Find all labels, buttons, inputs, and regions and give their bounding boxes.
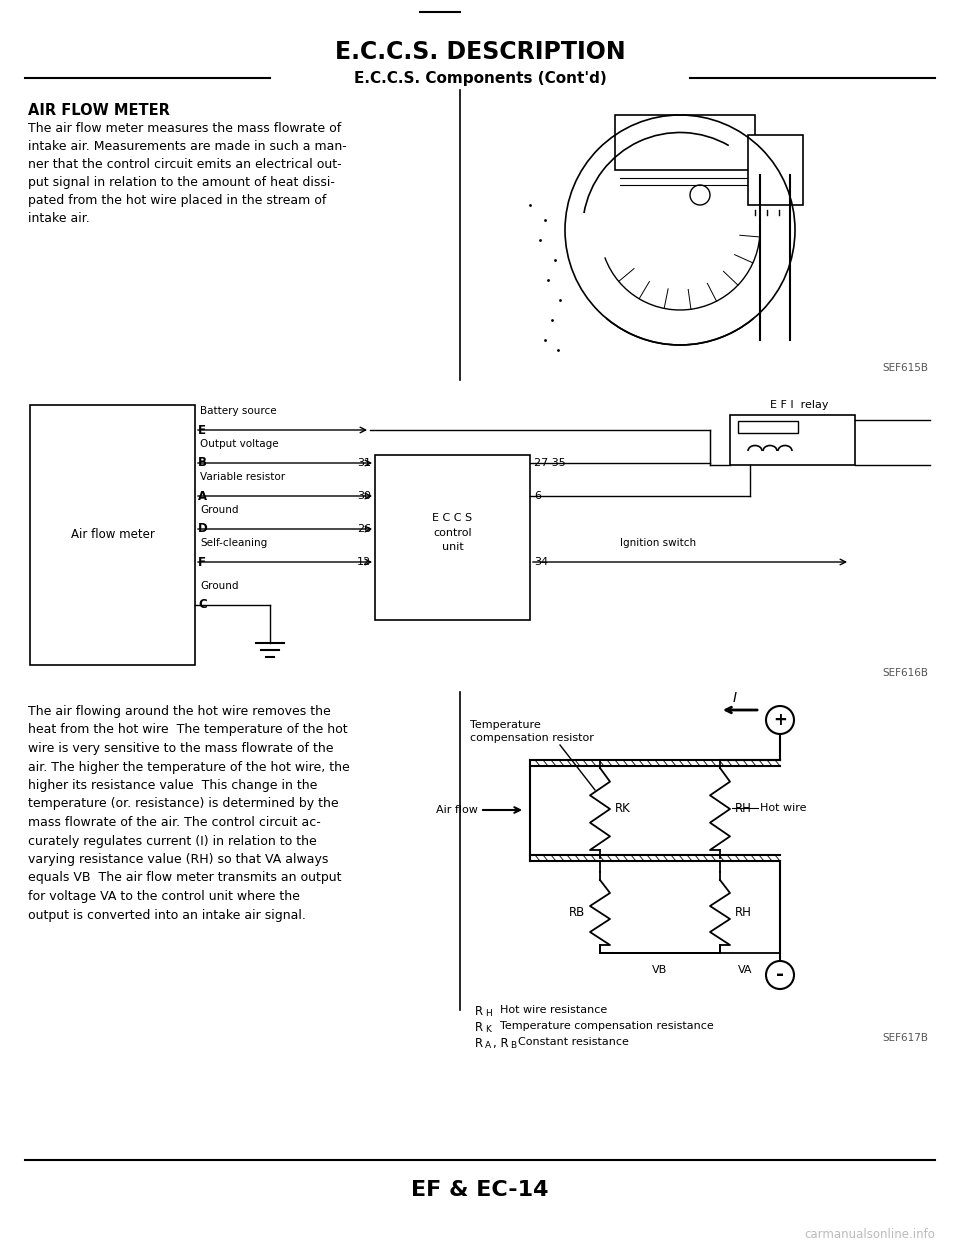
Text: temperature (or. resistance) is determined by the: temperature (or. resistance) is determin… (28, 797, 339, 811)
Text: 34: 34 (534, 557, 548, 567)
Bar (748, 136, 803, 205)
Text: Output voltage: Output voltage (200, 439, 278, 449)
Text: The air flowing around the hot wire removes the: The air flowing around the hot wire remo… (28, 705, 331, 718)
Text: C: C (198, 599, 206, 611)
Text: Self-cleaning: Self-cleaning (200, 538, 267, 548)
Text: ner that the control circuit emits an electrical out-: ner that the control circuit emits an el… (28, 158, 342, 171)
Text: Battery source: Battery source (200, 407, 276, 415)
Text: -: - (776, 965, 784, 984)
Text: RK: RK (615, 802, 631, 816)
Text: Ground: Ground (200, 505, 238, 515)
Bar (730, 415, 855, 466)
Text: equals VB  The air flow meter transmits an output: equals VB The air flow meter transmits a… (28, 871, 342, 885)
Text: mass flowrate of the air. The control circuit ac-: mass flowrate of the air. The control ci… (28, 816, 321, 830)
Text: A: A (198, 489, 207, 502)
Text: RB: RB (568, 906, 585, 919)
Circle shape (766, 961, 794, 989)
Text: E.C.C.S. DESCRIPTION: E.C.C.S. DESCRIPTION (335, 40, 625, 64)
Text: Air flow meter: Air flow meter (71, 528, 155, 541)
Text: SEF616B: SEF616B (882, 668, 928, 678)
Text: pated from the hot wire placed in the stream of: pated from the hot wire placed in the st… (28, 195, 326, 207)
Text: E C C S
control
unit: E C C S control unit (432, 513, 472, 552)
Text: VA: VA (738, 965, 753, 975)
Text: varying resistance value (RH) so that VA always: varying resistance value (RH) so that VA… (28, 853, 328, 866)
Text: 27 35: 27 35 (534, 458, 565, 468)
Text: 31: 31 (357, 458, 371, 468)
Circle shape (766, 707, 794, 734)
Text: SEF615B: SEF615B (882, 363, 928, 373)
Text: The air flow meter measures the mass flowrate of: The air flow meter measures the mass flo… (28, 122, 341, 136)
Text: Ground: Ground (200, 581, 238, 591)
Bar (30, 405, 195, 665)
Text: intake air. Measurements are made in such a man-: intake air. Measurements are made in suc… (28, 141, 347, 153)
Text: output is converted into an intake air signal.: output is converted into an intake air s… (28, 909, 306, 921)
Text: Constant resistance: Constant resistance (518, 1037, 629, 1047)
Text: RH: RH (735, 802, 752, 816)
Text: A: A (485, 1040, 492, 1050)
Bar (375, 456, 530, 620)
Text: carmanualsonline.info: carmanualsonline.info (804, 1229, 935, 1241)
Bar (738, 420, 798, 433)
Text: VB: VB (653, 965, 667, 975)
Text: F: F (198, 556, 206, 569)
Text: Ignition switch: Ignition switch (620, 538, 696, 548)
Text: K: K (485, 1025, 491, 1034)
Text: higher its resistance value  This change in the: higher its resistance value This change … (28, 779, 318, 792)
Text: heat from the hot wire  The temperature of the hot: heat from the hot wire The temperature o… (28, 723, 348, 737)
Text: EF & EC-14: EF & EC-14 (411, 1180, 549, 1200)
Text: curately regulates current (I) in relation to the: curately regulates current (I) in relati… (28, 835, 317, 847)
Text: 30: 30 (357, 491, 371, 501)
Text: E: E (198, 423, 206, 437)
Text: +: + (773, 712, 787, 729)
Text: for voltage VA to the control unit where the: for voltage VA to the control unit where… (28, 890, 300, 904)
Text: Variable resistor: Variable resistor (200, 472, 285, 482)
Text: 26: 26 (357, 525, 371, 533)
Text: D: D (198, 522, 207, 536)
Text: Air flow: Air flow (436, 804, 478, 814)
Text: Hot wire: Hot wire (760, 803, 806, 813)
Text: 12: 12 (357, 557, 371, 567)
Text: R: R (475, 1037, 483, 1050)
Text: I: I (732, 692, 737, 705)
Text: put signal in relation to the amount of heat dissi-: put signal in relation to the amount of … (28, 176, 335, 190)
Text: AIR FLOW METER: AIR FLOW METER (28, 103, 170, 118)
Text: B: B (510, 1040, 516, 1050)
Text: intake air.: intake air. (28, 212, 89, 225)
Text: compensation resistor: compensation resistor (470, 733, 594, 743)
Text: , R: , R (493, 1037, 509, 1050)
Text: Temperature compensation resistance: Temperature compensation resistance (500, 1022, 713, 1032)
Bar (615, 115, 755, 169)
Text: R: R (475, 1005, 483, 1018)
Text: Temperature: Temperature (470, 720, 540, 730)
Text: H: H (485, 1009, 492, 1018)
Text: SEF617B: SEF617B (882, 1033, 928, 1043)
Text: wire is very sensitive to the mass flowrate of the: wire is very sensitive to the mass flowr… (28, 742, 333, 756)
Text: E.C.C.S. Components (Cont'd): E.C.C.S. Components (Cont'd) (353, 70, 607, 85)
Text: E F I  relay: E F I relay (770, 400, 828, 410)
Text: air. The higher the temperature of the hot wire, the: air. The higher the temperature of the h… (28, 761, 349, 773)
Text: B: B (198, 457, 207, 469)
Text: Hot wire resistance: Hot wire resistance (500, 1005, 608, 1015)
Text: R: R (475, 1022, 483, 1034)
Text: 6: 6 (534, 491, 541, 501)
Text: RH: RH (735, 906, 752, 919)
